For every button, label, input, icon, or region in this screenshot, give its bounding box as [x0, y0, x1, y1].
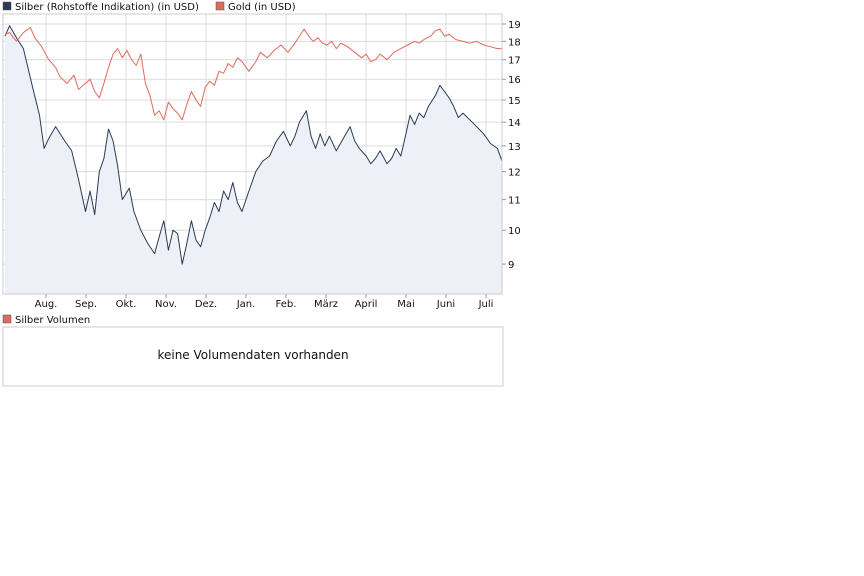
x-tick-label: Aug.	[35, 299, 58, 310]
volume-legend: Silber Volumen	[2, 314, 90, 326]
y-tick-label: 16	[508, 75, 521, 86]
legend-label-gold: Gold (in USD)	[228, 2, 296, 13]
series-area-silber	[5, 25, 502, 294]
legend-swatch-volume	[2, 314, 12, 324]
y-axis: 9 10 11 12 13 14 15 16 17 18 19	[502, 20, 521, 271]
legend-swatch-gold	[215, 1, 225, 11]
y-tick-label: 18	[508, 37, 521, 48]
y-tick-label: 13	[508, 142, 521, 153]
x-tick-label: Dez.	[195, 299, 217, 310]
legend: Silber (Rohstoffe Indikation) (in USD) G…	[2, 1, 296, 13]
y-tick-label: 17	[508, 56, 521, 67]
series-line-silber	[4, 25, 503, 265]
x-tick-label: Juni	[436, 299, 455, 310]
x-tick-label: Okt.	[116, 299, 137, 310]
y-tick-label: 11	[508, 196, 521, 207]
x-tick-label: Jan.	[236, 299, 256, 310]
y-tick-label: 14	[508, 118, 521, 129]
y-tick-label: 12	[508, 168, 521, 179]
x-tick-label: Juli	[478, 299, 494, 310]
plot-frame	[2, 13, 503, 295]
legend-label-silber: Silber (Rohstoffe Indikation) (in USD)	[15, 2, 199, 13]
x-tick-label: Feb.	[276, 299, 297, 310]
x-tick-label: Mai	[397, 299, 415, 310]
x-tick-label: März	[314, 299, 338, 310]
y-tick-label: 19	[508, 20, 521, 31]
y-tick-label: 10	[508, 226, 521, 237]
volume-panel	[2, 326, 504, 387]
x-axis: Aug. Sep. Okt. Nov. Dez. Jan. Feb. März April Mai…	[35, 294, 494, 310]
series-line-gold	[4, 26, 502, 121]
volume-message: keine Volumendaten vorhanden	[157, 348, 348, 362]
y-tick-label: 9	[508, 260, 514, 271]
legend-label-volume: Silber Volumen	[15, 315, 90, 326]
x-tick-label: April	[355, 299, 378, 310]
legend-swatch-silber	[2, 1, 12, 11]
series-layer	[4, 25, 503, 294]
x-tick-label: Nov.	[155, 299, 177, 310]
x-tick-label: Sep.	[75, 299, 97, 310]
y-tick-label: 15	[508, 96, 521, 107]
